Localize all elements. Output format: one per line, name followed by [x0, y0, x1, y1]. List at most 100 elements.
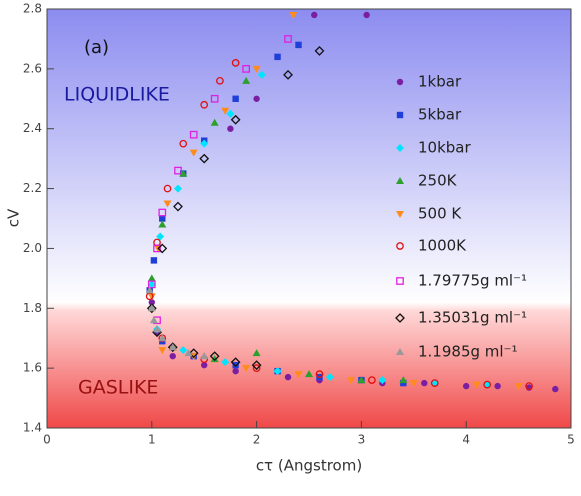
- marker: [232, 367, 239, 375]
- marker: [368, 376, 376, 384]
- marker: [409, 380, 418, 388]
- legend-marker: [396, 277, 404, 285]
- marker: [179, 346, 188, 355]
- legend-label: 1.1985g ml⁻¹: [418, 343, 518, 361]
- y-tick-label: 1.8: [23, 301, 42, 315]
- legend-marker: [396, 177, 404, 184]
- marker: [399, 376, 408, 384]
- marker: [156, 232, 165, 241]
- x-tick-label: 0: [43, 433, 51, 447]
- marker: [147, 304, 156, 312]
- marker: [552, 385, 559, 393]
- x-tick-label: 2: [253, 433, 261, 447]
- marker: [163, 200, 172, 208]
- marker: [209, 351, 220, 362]
- marker: [174, 166, 182, 175]
- marker: [227, 125, 234, 132]
- plot-area: [46, 8, 572, 429]
- marker: [221, 358, 230, 367]
- marker: [232, 361, 239, 369]
- y-tick-label: 2.4: [23, 121, 42, 135]
- marker: [221, 107, 230, 115]
- marker: [210, 94, 219, 103]
- marker: [200, 352, 209, 360]
- y-tick-label: 2.6: [23, 61, 42, 75]
- marker: [421, 379, 428, 387]
- marker: [150, 257, 158, 264]
- marker: [378, 376, 387, 385]
- marker: [158, 208, 167, 217]
- x-tick-label: 3: [358, 433, 366, 447]
- marker: [357, 376, 366, 384]
- marker: [257, 70, 266, 79]
- marker: [153, 244, 161, 253]
- marker: [232, 95, 239, 102]
- legend-label: 5kbar: [418, 106, 462, 124]
- marker: [146, 303, 157, 314]
- legend-marker: [396, 78, 404, 86]
- marker: [494, 382, 501, 390]
- marker: [314, 45, 325, 56]
- y-tick-label: 1.4: [23, 421, 42, 435]
- legend-marker: [395, 313, 405, 323]
- legend-label: 10kbar: [418, 139, 471, 157]
- marker: [305, 370, 313, 378]
- marker: [363, 11, 370, 19]
- marker: [210, 355, 219, 363]
- marker: [295, 41, 302, 49]
- marker: [201, 361, 208, 369]
- marker: [294, 371, 303, 379]
- marker: [231, 59, 240, 67]
- marker: [230, 114, 241, 125]
- marker: [283, 69, 293, 80]
- marker: [251, 360, 262, 371]
- legend-label: 1.79775g ml⁻¹: [418, 272, 527, 290]
- marker: [230, 357, 241, 368]
- legend-label: 1kbar: [418, 73, 462, 91]
- marker: [173, 201, 183, 212]
- marker: [199, 153, 210, 164]
- marker: [200, 100, 209, 109]
- marker: [147, 293, 156, 301]
- marker: [514, 383, 523, 391]
- x-tick-label: 4: [462, 433, 470, 447]
- marker: [147, 280, 156, 289]
- marker: [253, 95, 260, 102]
- marker: [147, 280, 156, 289]
- marker: [289, 11, 298, 19]
- marker: [200, 139, 209, 148]
- marker: [242, 65, 250, 73]
- legend-marker: [396, 211, 404, 218]
- marker: [274, 53, 281, 61]
- legend-label: 1000K: [418, 237, 467, 255]
- y-tick-label: 2.8: [23, 2, 42, 16]
- marker: [242, 76, 251, 84]
- marker: [158, 334, 167, 342]
- annotation: GASLIKE: [78, 377, 158, 399]
- marker: [325, 373, 334, 382]
- marker: [252, 364, 261, 372]
- marker: [149, 316, 158, 324]
- marker: [226, 109, 235, 118]
- y-tick-label: 1.6: [23, 361, 42, 375]
- y-axis-label: cV: [5, 208, 23, 227]
- annotation: (a): [84, 37, 109, 58]
- marker: [184, 349, 193, 357]
- marker: [167, 342, 178, 353]
- marker: [210, 118, 219, 126]
- legend-marker: [396, 242, 404, 250]
- legend-label: 500 K: [418, 205, 462, 223]
- marker: [158, 220, 167, 228]
- annotation: LIQUIDLIKE: [64, 84, 170, 106]
- marker: [169, 352, 176, 360]
- marker: [188, 348, 199, 359]
- marker: [525, 382, 533, 390]
- marker: [145, 286, 154, 294]
- marker: [179, 169, 188, 177]
- marker: [153, 325, 162, 333]
- y-tick-label: 2.0: [23, 241, 42, 255]
- marker: [242, 365, 251, 373]
- marker: [483, 380, 492, 389]
- marker: [273, 367, 282, 376]
